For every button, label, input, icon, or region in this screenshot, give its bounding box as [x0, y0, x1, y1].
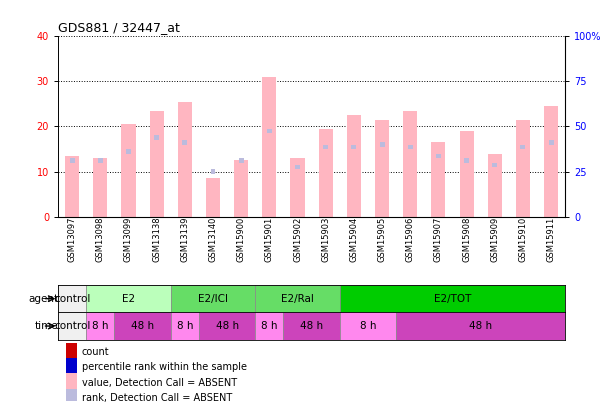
Bar	[86, 312, 114, 340]
Text: GSM15910: GSM15910	[518, 217, 527, 262]
Bar	[182, 140, 188, 145]
Bar	[65, 343, 77, 361]
Text: rank, Detection Call = ABSENT: rank, Detection Call = ABSENT	[82, 393, 232, 403]
Text: E2/Ral: E2/Ral	[281, 294, 314, 304]
Text: GSM15907: GSM15907	[434, 217, 443, 262]
Bar	[211, 169, 216, 174]
Bar	[150, 111, 164, 217]
Text: GSM15908: GSM15908	[462, 217, 471, 262]
Bar	[58, 312, 86, 340]
Bar	[262, 77, 276, 217]
Bar	[516, 120, 530, 217]
Text: GSM13099: GSM13099	[124, 217, 133, 262]
Text: GSM15909: GSM15909	[490, 217, 499, 262]
Bar	[199, 312, 255, 340]
Bar	[375, 120, 389, 217]
Bar	[492, 162, 497, 167]
Text: control: control	[54, 294, 90, 304]
Bar	[234, 160, 248, 217]
Bar	[431, 142, 445, 217]
Bar	[459, 131, 474, 217]
Bar	[340, 285, 565, 312]
Bar	[65, 358, 77, 377]
Text: GDS881 / 32447_at: GDS881 / 32447_at	[58, 21, 180, 34]
Bar	[70, 158, 75, 162]
Text: GSM15904: GSM15904	[349, 217, 359, 262]
Text: GSM13138: GSM13138	[152, 217, 161, 262]
Text: GSM15905: GSM15905	[378, 217, 387, 262]
Text: 8 h: 8 h	[261, 321, 277, 331]
Bar	[284, 312, 340, 340]
Bar	[295, 165, 300, 169]
Text: GSM13139: GSM13139	[180, 217, 189, 262]
Text: count: count	[82, 347, 109, 357]
Text: 8 h: 8 h	[177, 321, 193, 331]
Bar	[267, 129, 272, 133]
Text: 48 h: 48 h	[216, 321, 239, 331]
Text: time: time	[34, 321, 58, 331]
Bar	[239, 158, 244, 162]
Bar	[436, 153, 441, 158]
Text: E2/TOT: E2/TOT	[434, 294, 471, 304]
Text: 48 h: 48 h	[469, 321, 492, 331]
Text: GSM15903: GSM15903	[321, 217, 330, 262]
Bar	[58, 285, 86, 312]
Text: GSM15901: GSM15901	[265, 217, 274, 262]
Bar	[340, 312, 396, 340]
Bar	[178, 102, 192, 217]
Text: GSM15911: GSM15911	[547, 217, 555, 262]
Text: control: control	[54, 321, 90, 331]
Bar	[396, 312, 565, 340]
Bar	[319, 129, 333, 217]
Bar	[255, 285, 340, 312]
Bar	[206, 178, 220, 217]
Bar	[98, 158, 103, 162]
Bar	[255, 312, 284, 340]
Text: E2/ICI: E2/ICI	[198, 294, 228, 304]
Bar	[403, 111, 417, 217]
Bar	[65, 156, 79, 217]
Bar	[464, 158, 469, 162]
Bar	[290, 158, 304, 217]
Bar	[549, 140, 554, 145]
Text: percentile rank within the sample: percentile rank within the sample	[82, 362, 247, 372]
Bar	[170, 312, 199, 340]
Bar	[65, 373, 77, 392]
Bar	[114, 312, 170, 340]
Text: 48 h: 48 h	[131, 321, 154, 331]
Text: GSM15906: GSM15906	[406, 217, 415, 262]
Bar	[379, 142, 384, 147]
Bar	[347, 115, 361, 217]
Text: value, Detection Call = ABSENT: value, Detection Call = ABSENT	[82, 377, 237, 388]
Text: agent: agent	[28, 294, 58, 304]
Text: 8 h: 8 h	[360, 321, 376, 331]
Text: GSM15902: GSM15902	[293, 217, 302, 262]
Text: E2: E2	[122, 294, 135, 304]
Bar	[170, 285, 255, 312]
Bar	[154, 136, 159, 140]
Bar	[351, 145, 356, 149]
Text: 8 h: 8 h	[92, 321, 109, 331]
Bar	[65, 389, 77, 405]
Bar	[93, 158, 108, 217]
Bar	[544, 106, 558, 217]
Text: GSM13097: GSM13097	[68, 217, 76, 262]
Bar	[521, 145, 525, 149]
Bar	[86, 285, 170, 312]
Bar	[323, 145, 328, 149]
Text: GSM13140: GSM13140	[208, 217, 218, 262]
Text: GSM15900: GSM15900	[236, 217, 246, 262]
Bar	[122, 124, 136, 217]
Bar	[488, 153, 502, 217]
Text: 48 h: 48 h	[300, 321, 323, 331]
Bar	[126, 149, 131, 153]
Text: GSM13098: GSM13098	[96, 217, 105, 262]
Bar	[408, 145, 412, 149]
